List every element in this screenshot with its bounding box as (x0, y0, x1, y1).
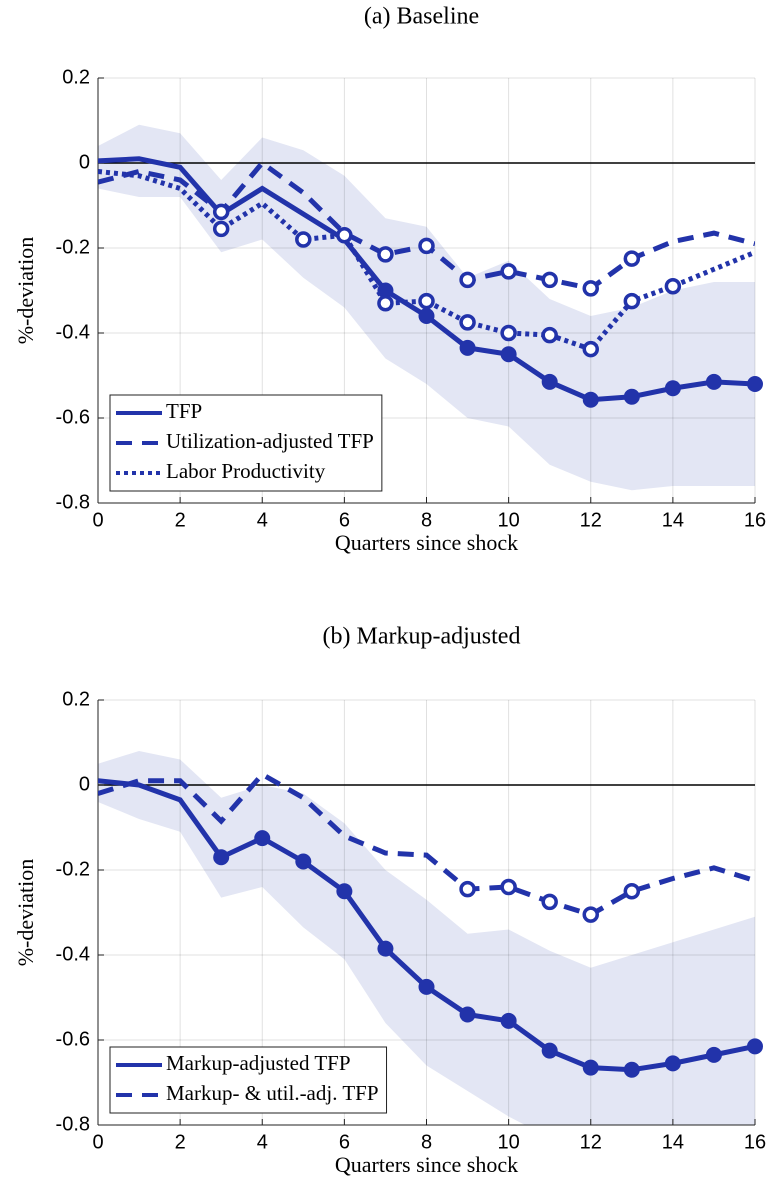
data-point (541, 893, 558, 911)
data-point (582, 1059, 599, 1076)
data-point (541, 271, 558, 289)
panel: (b) Markup-adjusted 0 2 4 6 8 10 12 14 16 -0.8 -0.6… (13, 624, 766, 1178)
x-tick-label: 12 (580, 509, 602, 531)
y-tick-label: -0.6 (56, 406, 90, 428)
data-point (623, 883, 641, 900)
data-point (212, 203, 230, 221)
x-tick-label: 6 (339, 509, 350, 531)
data-point (212, 220, 230, 238)
y-tick-label: -0.8 (56, 1113, 90, 1135)
data-point (623, 388, 640, 405)
x-tick-label: 8 (421, 1131, 432, 1153)
x-tick-label: 6 (339, 1131, 350, 1153)
data-point (418, 308, 435, 324)
x-tick-label: 14 (662, 1131, 684, 1153)
series-line (98, 169, 755, 353)
x-tick-label: 0 (92, 509, 103, 531)
data-point (541, 373, 558, 390)
panel-title: (b) Markup-adjusted (323, 624, 521, 650)
data-point (705, 1046, 722, 1063)
legend-box (109, 1046, 388, 1114)
data-point (747, 376, 763, 392)
legend: TFP Utilization-adjusted TFP Labor Product… (109, 394, 383, 492)
x-tick-label: 12 (580, 1131, 602, 1153)
x-tick-label: 10 (498, 509, 520, 531)
x-tick-label: 4 (257, 509, 268, 531)
data-point (418, 237, 435, 255)
data-point (500, 1012, 517, 1029)
data-point (377, 295, 394, 312)
data-point (541, 326, 558, 344)
legend-label: Markup- & util.-adj. TFP (166, 1081, 379, 1105)
data-point (582, 391, 599, 408)
y-tick-label: -0.2 (56, 858, 90, 880)
data-point (336, 883, 353, 900)
data-point (582, 906, 599, 923)
data-point (377, 282, 394, 299)
x-tick-label: 16 (744, 1131, 766, 1153)
y-axis-label: %-deviation (13, 859, 38, 967)
x-axis-label: Quarters since shock (335, 1152, 518, 1177)
legend-label: Utilization-adjusted TFP (166, 429, 374, 453)
data-point (377, 940, 394, 957)
legend: Markup-adjusted TFP Markup- & util.-adj. … (109, 1046, 388, 1114)
data-point (254, 830, 271, 847)
y-tick-label: -0.2 (56, 236, 90, 258)
x-tick-label: 8 (421, 509, 432, 531)
data-point (500, 878, 517, 896)
data-point (418, 978, 435, 995)
legend-label: Labor Productivity (166, 459, 326, 483)
data-point (500, 324, 517, 342)
data-point (459, 339, 476, 356)
panel: (a) Baseline 0 2 4 6 8 10 12 14 16 -0.8 -0.6 -0.4 -0.… (13, 4, 766, 556)
x-tick-label: 10 (498, 1131, 520, 1153)
y-axis-label: %-deviation (13, 237, 38, 345)
x-tick-label: 2 (175, 1131, 186, 1153)
data-point (459, 271, 476, 289)
x-tick-label: 0 (92, 1131, 103, 1153)
x-tick-label: 2 (175, 509, 186, 531)
data-point (582, 280, 599, 297)
data-point (582, 340, 599, 358)
series-line (98, 771, 755, 918)
legend-label: Markup-adjusted TFP (166, 1051, 351, 1075)
data-point (500, 346, 517, 363)
data-point (418, 292, 435, 310)
data-point (623, 292, 641, 310)
y-tick-label: -0.6 (56, 1028, 90, 1050)
legend-label: TFP (166, 399, 202, 423)
data-point (459, 314, 476, 331)
data-point (664, 278, 682, 295)
y-tick-label: 0.2 (62, 66, 90, 88)
y-tick-label: 0 (79, 773, 90, 795)
y-tick-label: 0.2 (62, 688, 90, 710)
data-point (664, 380, 681, 397)
data-point (377, 246, 394, 263)
x-tick-label: 16 (744, 509, 766, 531)
data-point (459, 880, 476, 898)
y-tick-label: -0.8 (56, 491, 90, 513)
y-tick-label: -0.4 (56, 321, 90, 343)
data-point (747, 1038, 763, 1055)
data-point (541, 1042, 558, 1059)
data-point (664, 1055, 681, 1072)
data-point (500, 263, 517, 280)
y-tick-label: 0 (79, 151, 90, 173)
data-point (705, 373, 722, 390)
data-point (459, 1006, 476, 1023)
data-point (295, 231, 312, 248)
data-point (623, 1061, 640, 1078)
data-point (336, 227, 353, 244)
data-point (623, 250, 641, 267)
x-tick-label: 14 (662, 509, 684, 531)
y-tick-label: -0.4 (56, 943, 90, 965)
data-point (213, 849, 230, 866)
x-axis-label: Quarters since shock (335, 530, 518, 555)
panel-title: (a) Baseline (364, 4, 479, 30)
x-tick-label: 4 (257, 1131, 268, 1153)
data-point (295, 853, 312, 870)
